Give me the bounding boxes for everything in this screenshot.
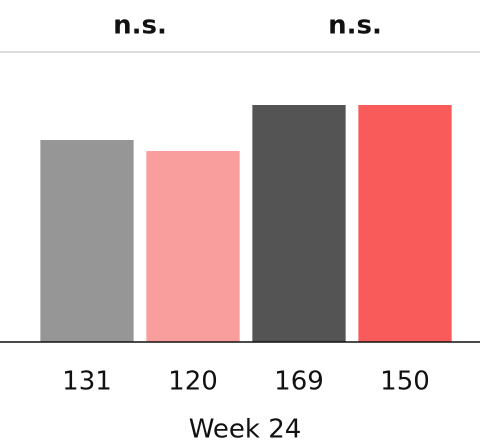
- bar: [252, 105, 346, 342]
- bar: [146, 151, 240, 342]
- bar: [40, 140, 134, 342]
- x-tick-label: 120: [168, 367, 218, 397]
- x-tick-label: 169: [274, 367, 324, 397]
- annotation: n.s.: [113, 11, 167, 41]
- x-tick-label: 131: [62, 367, 112, 397]
- bar: [358, 105, 452, 342]
- x-axis-label: Week 24: [189, 415, 302, 445]
- annotation: n.s.: [328, 11, 382, 41]
- x-tick-label: 150: [380, 367, 430, 397]
